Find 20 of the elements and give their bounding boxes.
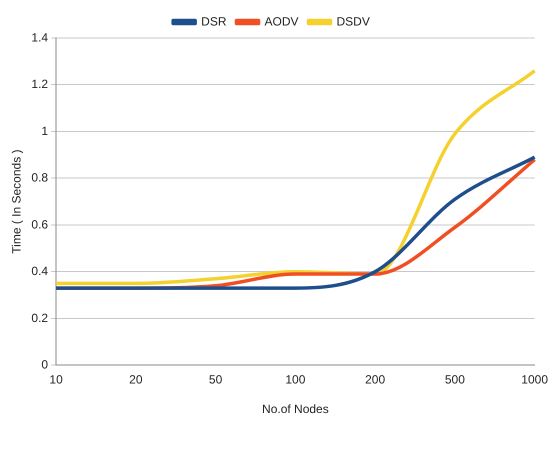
- legend-label: AODV: [264, 14, 299, 28]
- x-tick-label: 500: [444, 372, 466, 387]
- legend-label: DSDV: [336, 14, 370, 28]
- legend-label: DSR: [201, 14, 227, 28]
- y-tick-label: 1: [41, 124, 48, 138]
- y-tick-label: 0.6: [31, 217, 48, 232]
- y-tick-label: 0: [41, 358, 48, 372]
- y-tick-label: 0.8: [31, 170, 48, 185]
- y-tick-label: 1.4: [31, 30, 48, 44]
- x-axis-title: No.of Nodes: [262, 402, 329, 416]
- x-tick-label: 10: [49, 372, 64, 387]
- x-tick-label: 1000: [521, 372, 548, 387]
- x-tick-label: 50: [208, 372, 223, 387]
- x-tick-label: 20: [129, 372, 143, 387]
- x-tick-label: 200: [365, 372, 386, 387]
- y-tick-label: 1.2: [31, 77, 48, 92]
- y-axis-title: Time ( In Seconds ): [10, 149, 24, 254]
- x-tick-label: 100: [285, 372, 306, 387]
- y-tick-label: 0.2: [31, 310, 48, 325]
- y-tick-label: 0.4: [31, 264, 48, 278]
